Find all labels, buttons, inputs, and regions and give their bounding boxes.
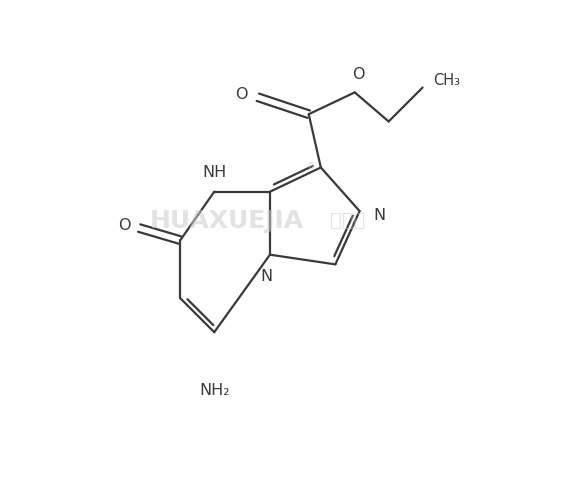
Text: NH: NH: [202, 165, 226, 180]
Text: NH₂: NH₂: [199, 383, 229, 398]
Text: HUAXUEJIA: HUAXUEJIA: [149, 209, 303, 233]
Text: 化学加: 化学加: [330, 211, 365, 230]
Text: O: O: [234, 87, 247, 102]
Text: O: O: [118, 218, 130, 233]
Text: O: O: [352, 67, 365, 82]
Text: N: N: [260, 269, 272, 284]
Text: N: N: [373, 208, 385, 223]
Text: ®: ®: [307, 162, 316, 171]
Text: CH₃: CH₃: [433, 73, 460, 88]
